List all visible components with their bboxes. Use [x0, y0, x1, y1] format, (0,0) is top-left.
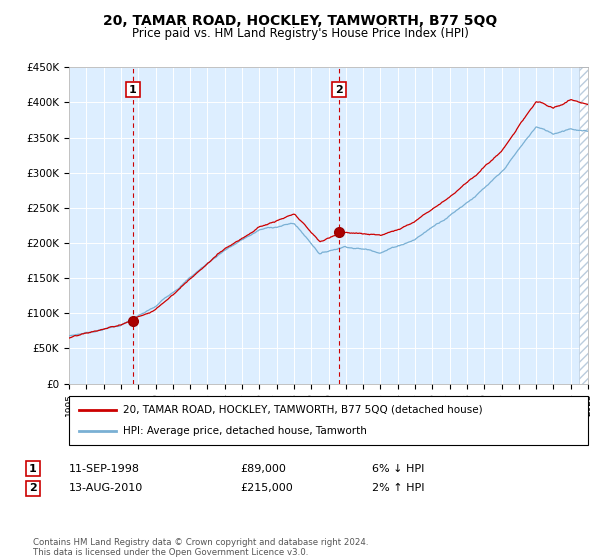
Text: 13-AUG-2010: 13-AUG-2010: [69, 483, 143, 493]
Text: 2: 2: [335, 85, 343, 95]
Text: HPI: Average price, detached house, Tamworth: HPI: Average price, detached house, Tamw…: [124, 426, 367, 436]
Text: 1: 1: [129, 85, 137, 95]
Text: 20, TAMAR ROAD, HOCKLEY, TAMWORTH, B77 5QQ (detached house): 20, TAMAR ROAD, HOCKLEY, TAMWORTH, B77 5…: [124, 405, 483, 415]
Text: Contains HM Land Registry data © Crown copyright and database right 2024.
This d: Contains HM Land Registry data © Crown c…: [33, 538, 368, 557]
Text: £89,000: £89,000: [240, 464, 286, 474]
Text: 6% ↓ HPI: 6% ↓ HPI: [372, 464, 424, 474]
FancyBboxPatch shape: [69, 396, 588, 445]
Text: 11-SEP-1998: 11-SEP-1998: [69, 464, 140, 474]
Text: Price paid vs. HM Land Registry's House Price Index (HPI): Price paid vs. HM Land Registry's House …: [131, 27, 469, 40]
Text: 20, TAMAR ROAD, HOCKLEY, TAMWORTH, B77 5QQ: 20, TAMAR ROAD, HOCKLEY, TAMWORTH, B77 5…: [103, 14, 497, 28]
Text: £215,000: £215,000: [240, 483, 293, 493]
Bar: [580, 67, 588, 384]
Text: 2: 2: [29, 483, 37, 493]
Text: 2% ↑ HPI: 2% ↑ HPI: [372, 483, 425, 493]
Text: 1: 1: [29, 464, 37, 474]
